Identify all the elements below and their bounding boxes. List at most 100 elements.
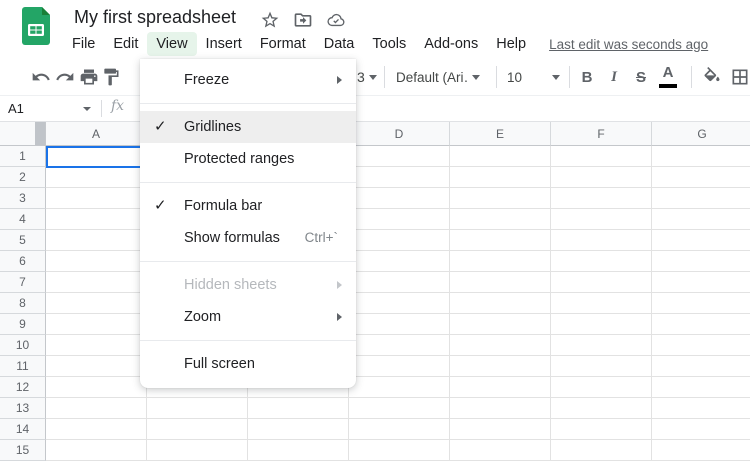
- cell-D3[interactable]: [349, 188, 450, 209]
- cell-E5[interactable]: [450, 230, 551, 251]
- row-header-7[interactable]: 7: [0, 272, 46, 293]
- cell-G13[interactable]: [652, 398, 750, 419]
- star-icon[interactable]: [260, 10, 280, 30]
- borders-icon[interactable]: [730, 67, 750, 87]
- cell-B15[interactable]: [147, 440, 248, 461]
- cell-A2[interactable]: [46, 167, 147, 188]
- cell-F1[interactable]: [551, 146, 652, 167]
- cell-G7[interactable]: [652, 272, 750, 293]
- cell-G3[interactable]: [652, 188, 750, 209]
- cloud-saved-icon[interactable]: [326, 10, 346, 30]
- cell-E8[interactable]: [450, 293, 551, 314]
- cell-G11[interactable]: [652, 356, 750, 377]
- cell-G9[interactable]: [652, 314, 750, 335]
- cell-A8[interactable]: [46, 293, 147, 314]
- view-menu-item-protected-ranges[interactable]: Protected ranges: [140, 143, 356, 175]
- fill-color-icon[interactable]: [702, 67, 722, 87]
- cell-E12[interactable]: [450, 377, 551, 398]
- cell-E3[interactable]: [450, 188, 551, 209]
- cell-A1[interactable]: [46, 146, 147, 167]
- cell-G6[interactable]: [652, 251, 750, 272]
- cell-E13[interactable]: [450, 398, 551, 419]
- cell-F9[interactable]: [551, 314, 652, 335]
- cell-A15[interactable]: [46, 440, 147, 461]
- cell-C15[interactable]: [248, 440, 349, 461]
- cell-D14[interactable]: [349, 419, 450, 440]
- cell-E11[interactable]: [450, 356, 551, 377]
- sheets-logo-icon[interactable]: [22, 7, 50, 45]
- menu-view[interactable]: View: [147, 32, 197, 56]
- row-header-15[interactable]: 15: [0, 440, 46, 461]
- cell-D13[interactable]: [349, 398, 450, 419]
- strikethrough-button[interactable]: S: [635, 68, 646, 86]
- cell-D2[interactable]: [349, 167, 450, 188]
- row-header-3[interactable]: 3: [0, 188, 46, 209]
- cell-A5[interactable]: [46, 230, 147, 251]
- cell-C13[interactable]: [248, 398, 349, 419]
- document-title[interactable]: My first spreadsheet: [74, 7, 237, 27]
- print-icon[interactable]: [79, 67, 99, 87]
- column-header-D[interactable]: D: [349, 122, 450, 146]
- view-menu-item-show-formulas[interactable]: Show formulas Ctrl+`: [140, 222, 356, 254]
- cell-D7[interactable]: [349, 272, 450, 293]
- view-menu-item-formula-bar[interactable]: ✓ Formula bar: [140, 190, 356, 222]
- cell-F6[interactable]: [551, 251, 652, 272]
- italic-button[interactable]: I: [611, 68, 617, 85]
- cell-E2[interactable]: [450, 167, 551, 188]
- cell-E1[interactable]: [450, 146, 551, 167]
- cell-F8[interactable]: [551, 293, 652, 314]
- cell-E10[interactable]: [450, 335, 551, 356]
- cell-C14[interactable]: [248, 419, 349, 440]
- cell-A6[interactable]: [46, 251, 147, 272]
- row-header-6[interactable]: 6: [0, 251, 46, 272]
- cell-G14[interactable]: [652, 419, 750, 440]
- view-menu-item-full-screen[interactable]: Full screen: [140, 348, 356, 380]
- cell-D9[interactable]: [349, 314, 450, 335]
- column-header-A[interactable]: A: [46, 122, 147, 146]
- menu-insert[interactable]: Insert: [205, 36, 242, 52]
- view-menu-item-gridlines[interactable]: ✓ Gridlines: [140, 111, 356, 143]
- cell-G10[interactable]: [652, 335, 750, 356]
- name-box-dropdown-icon[interactable]: [83, 107, 91, 111]
- cell-D11[interactable]: [349, 356, 450, 377]
- row-header-1[interactable]: 1: [0, 146, 46, 167]
- cell-F3[interactable]: [551, 188, 652, 209]
- cell-B13[interactable]: [147, 398, 248, 419]
- cell-D1[interactable]: [349, 146, 450, 167]
- column-header-F[interactable]: F: [551, 122, 652, 146]
- row-header-5[interactable]: 5: [0, 230, 46, 251]
- menu-file[interactable]: File: [72, 36, 96, 52]
- cell-F7[interactable]: [551, 272, 652, 293]
- cell-F5[interactable]: [551, 230, 652, 251]
- row-header-14[interactable]: 14: [0, 419, 46, 440]
- row-header-11[interactable]: 11: [0, 356, 46, 377]
- menu-tools[interactable]: Tools: [372, 36, 407, 52]
- last-edit-status[interactable]: Last edit was seconds ago: [549, 36, 709, 52]
- cell-A14[interactable]: [46, 419, 147, 440]
- cell-F4[interactable]: [551, 209, 652, 230]
- cell-A4[interactable]: [46, 209, 147, 230]
- column-header-E[interactable]: E: [450, 122, 551, 146]
- cell-E4[interactable]: [450, 209, 551, 230]
- cell-A13[interactable]: [46, 398, 147, 419]
- row-header-2[interactable]: 2: [0, 167, 46, 188]
- name-box[interactable]: A1: [8, 101, 24, 116]
- cell-D6[interactable]: [349, 251, 450, 272]
- cell-F12[interactable]: [551, 377, 652, 398]
- menu-edit[interactable]: Edit: [113, 36, 139, 52]
- cell-F10[interactable]: [551, 335, 652, 356]
- cell-F15[interactable]: [551, 440, 652, 461]
- cell-G15[interactable]: [652, 440, 750, 461]
- cell-G4[interactable]: [652, 209, 750, 230]
- menu-add-ons[interactable]: Add-ons: [424, 36, 479, 52]
- cell-E6[interactable]: [450, 251, 551, 272]
- cell-A12[interactable]: [46, 377, 147, 398]
- cell-A9[interactable]: [46, 314, 147, 335]
- cell-B14[interactable]: [147, 419, 248, 440]
- cell-E7[interactable]: [450, 272, 551, 293]
- font-size-dropdown[interactable]: 10: [507, 58, 561, 96]
- column-header-G[interactable]: G: [652, 122, 750, 146]
- cell-A10[interactable]: [46, 335, 147, 356]
- move-to-folder-icon[interactable]: [293, 10, 313, 30]
- cell-F11[interactable]: [551, 356, 652, 377]
